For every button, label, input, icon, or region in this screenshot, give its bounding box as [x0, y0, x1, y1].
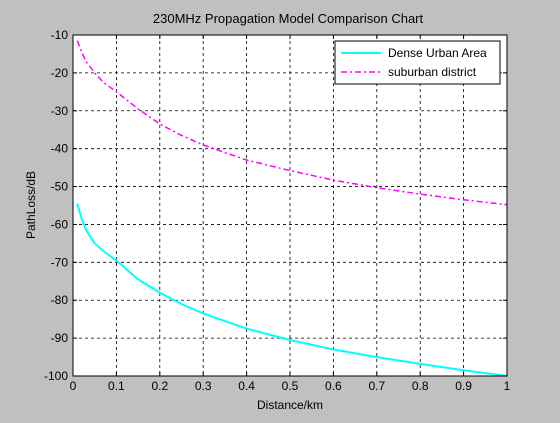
series-line-1 — [76, 40, 508, 206]
grid-lines — [73, 35, 507, 376]
x-tick-labels: 0 0.1 0.2 0.3 0.4 0.5 0.6 0.7 0.8 0.9 1 — [70, 379, 511, 393]
y-tick-label: -10 — [51, 28, 69, 42]
y-tick-label: -80 — [51, 293, 69, 307]
tick-marks — [72, 34, 508, 377]
x-tick-label: 0.6 — [325, 379, 342, 393]
y-axis-label: PathLoss/dB — [24, 171, 38, 239]
y-tick-label: -60 — [51, 217, 69, 231]
y-tick-label: -90 — [51, 331, 69, 345]
x-tick-label: 0.9 — [455, 379, 472, 393]
y-tick-label: -30 — [51, 104, 69, 118]
legend-label-dense-urban: Dense Urban Area — [388, 46, 487, 60]
legend: Dense Urban Area suburban district — [334, 40, 501, 85]
y-tick-labels: -10 -20 -30 -40 -50 -60 -70 -80 -90 -100 — [44, 28, 68, 383]
x-tick-label: 0.5 — [282, 379, 299, 393]
y-tick-label: -50 — [51, 180, 69, 194]
y-tick-label: -40 — [51, 142, 69, 156]
x-tick-label: 0.3 — [195, 379, 212, 393]
x-tick-label: 0.4 — [238, 379, 255, 393]
series-line-0 — [76, 203, 508, 377]
x-tick-label: 0.8 — [412, 379, 429, 393]
chart-title: 230MHz Propagation Model Comparison Char… — [153, 11, 424, 26]
legend-box — [334, 40, 501, 85]
y-tick-label: -70 — [51, 255, 69, 269]
legend-label-suburban: suburban district — [388, 65, 477, 79]
x-tick-label: 0.7 — [368, 379, 385, 393]
y-tick-label: -20 — [51, 66, 69, 80]
x-axis-label: Distance/km — [257, 398, 323, 412]
x-tick-label: 0.2 — [151, 379, 168, 393]
series-lines — [76, 40, 508, 377]
x-tick-label: 0 — [70, 379, 77, 393]
x-tick-label: 0.1 — [108, 379, 125, 393]
x-tick-label: 1 — [504, 379, 511, 393]
plot-area — [72, 34, 508, 377]
y-tick-label: -100 — [44, 369, 68, 383]
